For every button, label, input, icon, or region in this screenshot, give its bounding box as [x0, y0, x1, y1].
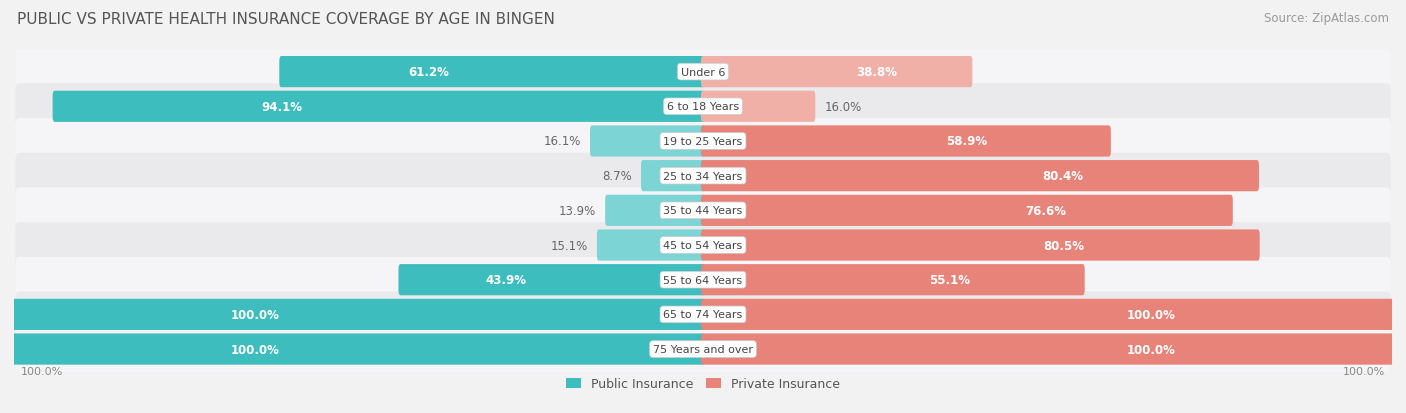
- Text: 38.8%: 38.8%: [856, 66, 897, 79]
- Text: Source: ZipAtlas.com: Source: ZipAtlas.com: [1264, 12, 1389, 25]
- FancyBboxPatch shape: [15, 153, 1391, 199]
- Text: 100.0%: 100.0%: [1126, 308, 1175, 321]
- FancyBboxPatch shape: [702, 230, 1260, 261]
- Text: 80.4%: 80.4%: [1042, 170, 1084, 183]
- FancyBboxPatch shape: [702, 161, 1258, 192]
- FancyBboxPatch shape: [52, 91, 704, 123]
- FancyBboxPatch shape: [15, 326, 1391, 372]
- Text: 16.0%: 16.0%: [824, 100, 862, 114]
- FancyBboxPatch shape: [15, 188, 1391, 234]
- Text: 100.0%: 100.0%: [1343, 366, 1385, 376]
- FancyBboxPatch shape: [702, 264, 1084, 296]
- Text: 80.5%: 80.5%: [1043, 239, 1084, 252]
- FancyBboxPatch shape: [15, 223, 1391, 268]
- Text: 55 to 64 Years: 55 to 64 Years: [664, 275, 742, 285]
- FancyBboxPatch shape: [398, 264, 704, 296]
- Text: 61.2%: 61.2%: [409, 66, 450, 79]
- Text: 16.1%: 16.1%: [544, 135, 581, 148]
- FancyBboxPatch shape: [605, 195, 704, 226]
- Text: 35 to 44 Years: 35 to 44 Years: [664, 206, 742, 216]
- Text: 15.1%: 15.1%: [551, 239, 588, 252]
- Text: 43.9%: 43.9%: [486, 273, 527, 287]
- Legend: Public Insurance, Private Insurance: Public Insurance, Private Insurance: [561, 372, 845, 395]
- Text: 45 to 54 Years: 45 to 54 Years: [664, 240, 742, 250]
- FancyBboxPatch shape: [598, 230, 704, 261]
- Text: 8.7%: 8.7%: [602, 170, 633, 183]
- FancyBboxPatch shape: [702, 334, 1393, 365]
- FancyBboxPatch shape: [15, 84, 1391, 130]
- Text: 13.9%: 13.9%: [560, 204, 596, 217]
- Text: 65 to 74 Years: 65 to 74 Years: [664, 310, 742, 320]
- Text: 100.0%: 100.0%: [1126, 343, 1175, 356]
- FancyBboxPatch shape: [15, 257, 1391, 303]
- Text: 100.0%: 100.0%: [231, 308, 280, 321]
- Text: 55.1%: 55.1%: [929, 273, 970, 287]
- Text: 94.1%: 94.1%: [262, 100, 302, 114]
- FancyBboxPatch shape: [702, 195, 1233, 226]
- FancyBboxPatch shape: [280, 57, 704, 88]
- FancyBboxPatch shape: [641, 161, 704, 192]
- Text: 100.0%: 100.0%: [21, 366, 63, 376]
- FancyBboxPatch shape: [15, 50, 1391, 95]
- FancyBboxPatch shape: [702, 126, 1111, 157]
- FancyBboxPatch shape: [15, 119, 1391, 164]
- FancyBboxPatch shape: [591, 126, 704, 157]
- FancyBboxPatch shape: [702, 299, 1393, 330]
- Text: 75 Years and over: 75 Years and over: [652, 344, 754, 354]
- Text: PUBLIC VS PRIVATE HEALTH INSURANCE COVERAGE BY AGE IN BINGEN: PUBLIC VS PRIVATE HEALTH INSURANCE COVER…: [17, 12, 555, 27]
- Text: 58.9%: 58.9%: [946, 135, 987, 148]
- Text: 100.0%: 100.0%: [231, 343, 280, 356]
- FancyBboxPatch shape: [702, 57, 973, 88]
- FancyBboxPatch shape: [13, 299, 704, 330]
- FancyBboxPatch shape: [15, 292, 1391, 337]
- Text: 19 to 25 Years: 19 to 25 Years: [664, 137, 742, 147]
- Text: Under 6: Under 6: [681, 67, 725, 77]
- Text: 6 to 18 Years: 6 to 18 Years: [666, 102, 740, 112]
- Text: 76.6%: 76.6%: [1025, 204, 1067, 217]
- FancyBboxPatch shape: [702, 91, 815, 123]
- FancyBboxPatch shape: [13, 334, 704, 365]
- Text: 25 to 34 Years: 25 to 34 Years: [664, 171, 742, 181]
